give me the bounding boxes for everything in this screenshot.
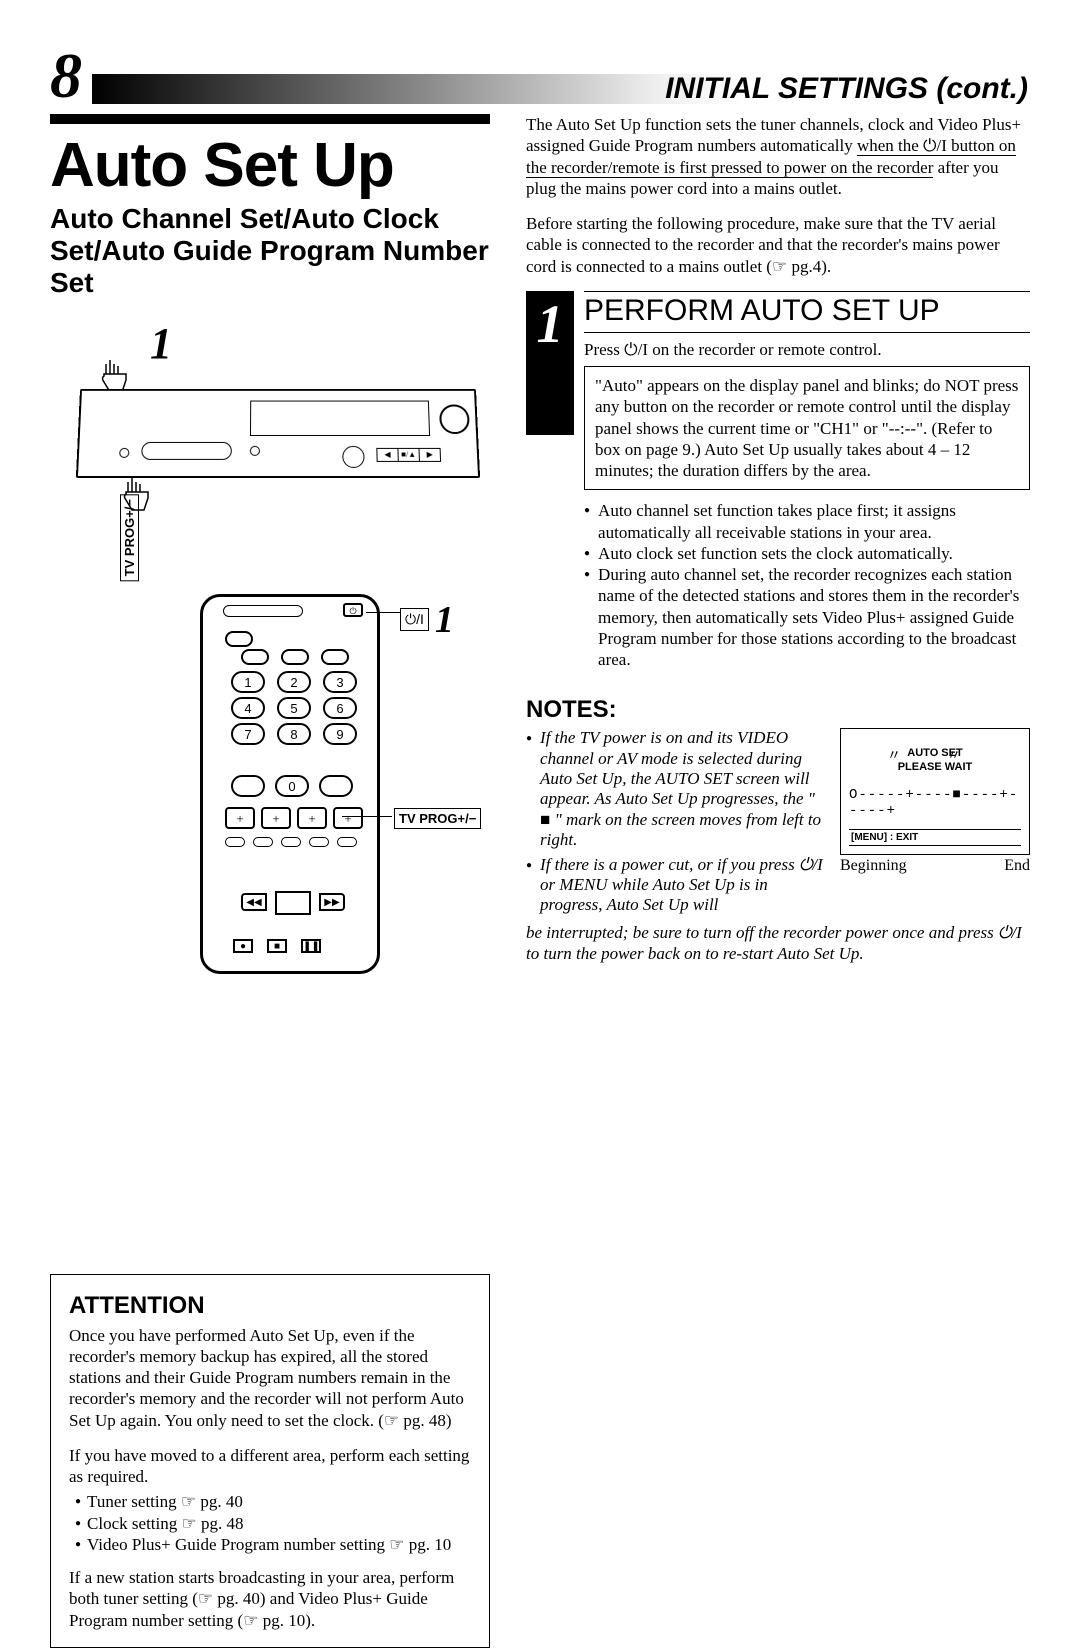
screen-mockup: AUTO SET 〃 PLEASE WAIT 〃 O-----+----■---…: [840, 728, 1030, 855]
vcr-button: [250, 445, 260, 455]
rays-icon: 〃: [887, 745, 901, 765]
remote-plus-row: + + + +: [225, 807, 363, 829]
note-item: If the TV power is on and its VIDEO chan…: [526, 728, 826, 850]
num-3: 3: [323, 671, 357, 693]
screen-labels: Beginning End: [840, 857, 1030, 875]
attention-box: ATTENTION Once you have performed Auto S…: [50, 1274, 490, 1648]
attention-bullet: Video Plus+ Guide Program number setting…: [75, 1534, 471, 1555]
attention-p3: If a new station starts broadcasting in …: [69, 1567, 471, 1631]
section-title: INITIAL SETTINGS (cont.): [665, 72, 1028, 106]
num-5: 5: [277, 697, 311, 719]
num-4: 4: [231, 697, 265, 719]
step-number: 1: [526, 291, 574, 435]
rec-btn: ●: [233, 939, 253, 953]
remote-ir-window: [223, 605, 303, 617]
vcr-display: [141, 441, 232, 459]
step-title: PERFORM AUTO SET UP: [584, 291, 1030, 333]
num-9: 9: [323, 723, 357, 745]
callout-line: [366, 612, 400, 613]
step-bullet: Auto clock set function sets the clock a…: [584, 543, 1030, 564]
vcr-transport-buttons: ◀■/▲▶: [376, 447, 441, 461]
step-1: 1 PERFORM AUTO SET UP Press ⏻/I on the r…: [526, 291, 1030, 671]
remote-btn: [231, 775, 265, 797]
remote-tiny-row: [225, 837, 357, 847]
remote-body: ⏻ 1 2 3 4 5 6 7 8 9 0: [200, 594, 380, 974]
nav-center: [275, 891, 311, 915]
attention-p2: If you have moved to a different area, p…: [69, 1445, 471, 1488]
num-6: 6: [323, 697, 357, 719]
rays-icon: 〃: [947, 745, 961, 765]
step-bullet: During auto channel set, the recorder re…: [584, 564, 1030, 670]
nav-right: ▶▶: [319, 893, 345, 911]
plus-btn: +: [225, 807, 255, 829]
remote-row: [241, 649, 349, 665]
notes-title: NOTES:: [526, 696, 1030, 724]
num-7: 7: [231, 723, 265, 745]
attention-p1: Once you have performed Auto Set Up, eve…: [69, 1325, 471, 1431]
vcr-callout-1: 1: [150, 318, 172, 369]
notes-list: If the TV power is on and its VIDEO chan…: [526, 728, 826, 920]
remote-diagram: ⏻ 1 2 3 4 5 6 7 8 9 0: [50, 594, 490, 994]
remote-numpad: 1 2 3 4 5 6 7 8 9: [231, 671, 359, 745]
plus-btn: +: [333, 807, 363, 829]
intro-para-2: Before starting the following procedure,…: [526, 213, 1030, 277]
callout-num: 1: [435, 598, 454, 642]
num-1: 1: [231, 671, 265, 693]
step-press: Press ⏻/I on the recorder or remote cont…: [584, 339, 1030, 360]
attention-bullet: Clock setting ☞ pg. 48: [75, 1513, 471, 1534]
note-item: If there is a power cut, or if you press…: [526, 855, 826, 916]
step-bullets: Auto channel set function takes place fi…: [584, 500, 1030, 670]
plus-btn: +: [261, 807, 291, 829]
remote-power-callout: ⏻/I 1: [400, 598, 454, 642]
remote-btn: [319, 775, 353, 797]
callout-line: [342, 816, 392, 817]
stop-btn: ■: [267, 939, 287, 953]
tv-prog-label: TV PROG+/−: [120, 494, 139, 581]
notes-tail: be interrupted; be sure to turn off the …: [526, 922, 1030, 965]
screen-line1: AUTO SET: [849, 747, 1021, 759]
page-header: 8 INITIAL SETTINGS (cont.): [50, 40, 1030, 104]
page-number: 8: [50, 44, 82, 108]
vcr-cassette-slot: [250, 400, 430, 435]
title-rule: [50, 114, 490, 124]
attention-title: ATTENTION: [69, 1291, 471, 1321]
screen-progress: O-----+----■----+-----+: [849, 787, 1021, 819]
num-0: 0: [275, 775, 309, 797]
label-end: End: [1004, 857, 1030, 875]
vcr-diagram: 1 ◀■/▲▶ TV PROG+/−: [50, 324, 490, 584]
attention-bullet: Tuner setting ☞ pg. 40: [75, 1491, 471, 1512]
screen-line2: PLEASE WAIT: [849, 761, 1021, 773]
num-8: 8: [277, 723, 311, 745]
remote-transport: ● ■ ❚❚: [233, 939, 321, 953]
vcr-button: [342, 445, 365, 467]
remote-zero-row: 0: [231, 775, 353, 797]
pause-btn: ❚❚: [301, 939, 321, 953]
vcr-body: ◀■/▲▶: [76, 388, 480, 477]
subtitle: Auto Channel Set/Auto Clock Set/Auto Gui…: [50, 203, 490, 300]
remote-tvprog-callout: TV PROG+/−: [394, 808, 481, 829]
remote-row: [225, 631, 253, 647]
vcr-button: [119, 447, 129, 457]
header-gradient: INITIAL SETTINGS (cont.): [92, 74, 1030, 104]
nav-left: ◀◀: [241, 893, 267, 911]
num-2: 2: [277, 671, 311, 693]
screen-menu: [MENU] : EXIT: [849, 829, 1021, 846]
step-bullet: Auto channel set function takes place fi…: [584, 500, 1030, 543]
label-begin: Beginning: [840, 857, 907, 875]
main-title: Auto Set Up: [50, 130, 490, 201]
screen-mockup-wrap: AUTO SET 〃 PLEASE WAIT 〃 O-----+----■---…: [840, 728, 1030, 920]
plus-btn: +: [297, 807, 327, 829]
power-icon-label: ⏻/I: [400, 608, 429, 631]
remote-nav: ◀◀ ▶▶: [241, 867, 345, 937]
intro-para-1: The Auto Set Up function sets the tuner …: [526, 114, 1030, 199]
vcr-jog-dial: [439, 404, 470, 434]
remote-power-button: ⏻: [343, 603, 363, 617]
step-box: "Auto" appears on the display panel and …: [584, 366, 1030, 490]
